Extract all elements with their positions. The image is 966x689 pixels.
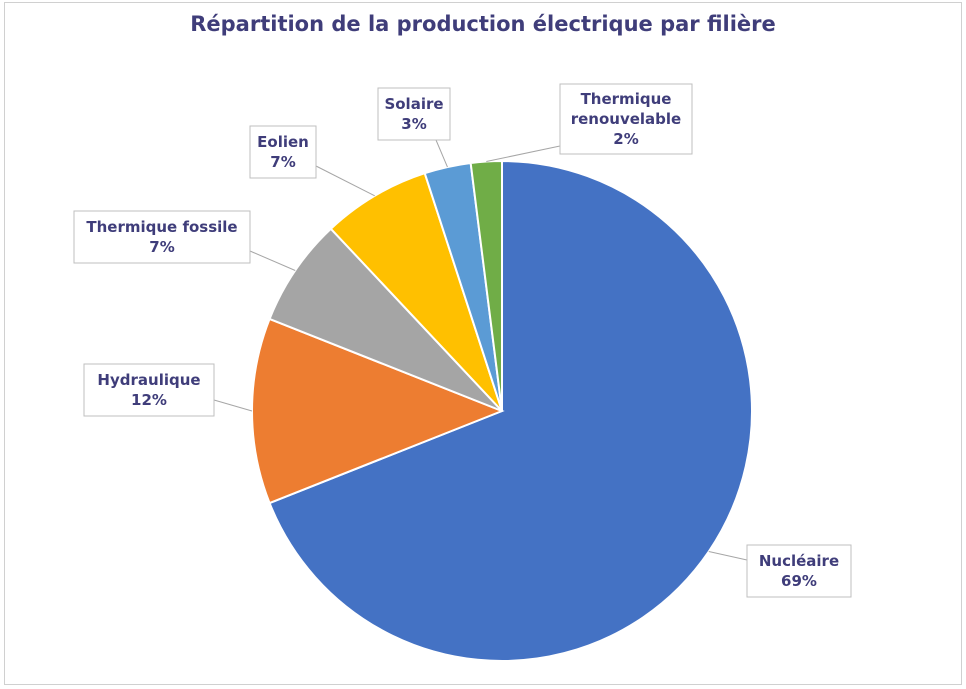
pie-slice-nucleaire <box>268 159 753 662</box>
slice-percent-label: 2% <box>613 130 638 148</box>
pie-slice-eolien <box>329 171 503 412</box>
leader-line-eolien <box>315 165 375 197</box>
data-label-nucleaire: Nucléaire 69% <box>746 544 852 598</box>
slice-percent-label: 3% <box>401 115 426 133</box>
slice-category-label: renouvelable <box>571 110 682 128</box>
slice-percent-label: 7% <box>149 238 174 256</box>
label-box <box>377 87 451 141</box>
label-box <box>249 125 317 179</box>
slice-category-label: Solaire <box>384 95 443 113</box>
leader-line-thermique-renouvelable <box>486 145 561 162</box>
label-box <box>73 210 251 264</box>
data-label-eolien: Eolien 7% <box>249 125 317 179</box>
slice-category-label: Thermique <box>581 90 672 108</box>
data-label-thermique-fossile: Thermique fossile 7% <box>73 210 251 264</box>
label-box <box>746 544 852 598</box>
slice-percent-label: 12% <box>131 391 167 409</box>
slice-category-label: Nucléaire <box>759 552 839 570</box>
label-box <box>83 363 215 417</box>
slice-percent-label: 7% <box>270 153 295 171</box>
pie-slice-thermique-fossile <box>268 227 503 412</box>
data-label-thermique-renouvelable: Thermique renouvelable 2% <box>559 83 693 155</box>
data-label-solaire: Solaire 3% <box>377 87 451 141</box>
label-box <box>559 83 693 155</box>
leader-line-hydraulique <box>213 399 253 412</box>
leader-line-thermique-fossile <box>249 250 296 271</box>
chart-title: Répartition de la production électrique … <box>190 12 776 36</box>
slice-category-label: Hydraulique <box>97 371 200 389</box>
pie-slice-hydraulique <box>251 317 505 505</box>
slice-percent-label: 69% <box>781 572 817 590</box>
leader-line-solaire <box>435 139 448 168</box>
data-label-hydraulique: Hydraulique 12% <box>83 363 215 417</box>
slice-category-label: Thermique fossile <box>86 218 237 236</box>
leader-line-nucleaire <box>708 551 748 561</box>
slice-category-label: Eolien <box>257 133 309 151</box>
